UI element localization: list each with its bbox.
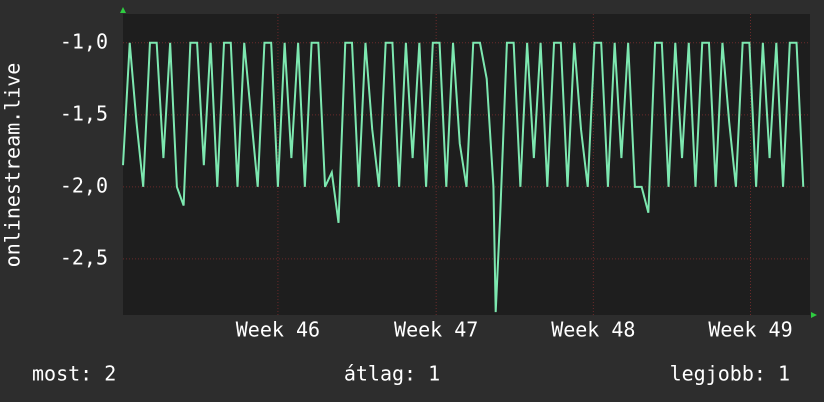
x-tick-label: Week 47 — [394, 318, 478, 342]
y-tick-label: -2,5 — [60, 245, 108, 269]
axis-arrow — [120, 7, 126, 13]
x-tick-label: Week 46 — [236, 318, 320, 342]
plot-area — [123, 14, 810, 315]
y-tick-label: -2,0 — [60, 173, 108, 197]
x-tick-label: Week 49 — [708, 318, 792, 342]
stat-average: átlag: 1 — [344, 362, 440, 386]
axis-arrow — [811, 312, 817, 318]
series-line — [122, 41, 805, 313]
y-axis-label: onlinestream.live — [1, 63, 25, 268]
stat-max: legjobb: 1 — [670, 362, 790, 386]
x-tick-label: Week 48 — [551, 318, 635, 342]
stat-current: most: 2 — [32, 362, 116, 386]
y-tick-label: -1,0 — [60, 29, 108, 53]
y-tick-label: -1,5 — [60, 101, 108, 125]
